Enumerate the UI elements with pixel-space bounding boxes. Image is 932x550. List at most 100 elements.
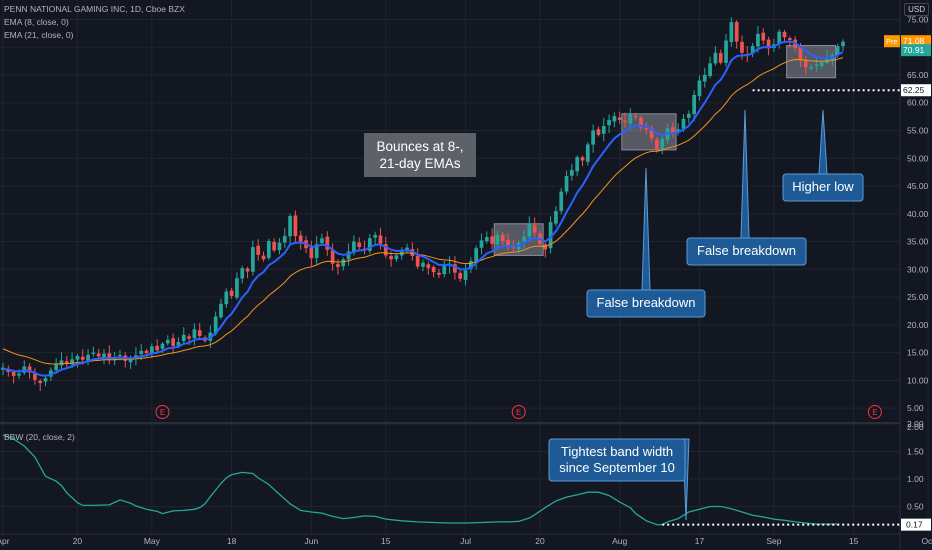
last-price-badge — [901, 44, 931, 57]
candle-body — [325, 236, 330, 250]
candle-body — [787, 38, 792, 40]
candle-body — [27, 366, 32, 373]
bbw-legend[interactable]: BBW (20, close, 2) — [4, 432, 75, 442]
candle-body — [341, 259, 346, 267]
price-tick-label: 15.00 — [907, 348, 929, 358]
candle-body — [777, 31, 782, 44]
price-tick-label: 50.00 — [907, 153, 929, 163]
candle-body — [718, 53, 723, 63]
callout-false-breakdown-1-text: False breakdown — [597, 295, 696, 310]
candle-body — [809, 66, 813, 69]
candle-body — [495, 234, 500, 245]
candle-body — [389, 255, 393, 260]
candle-body — [86, 354, 90, 361]
candle-body — [11, 372, 16, 376]
candle-body — [415, 255, 420, 267]
candle-body — [628, 114, 633, 124]
last-price-value: 70.91 — [903, 45, 925, 55]
candle-body — [750, 46, 755, 54]
candle-body — [835, 46, 840, 55]
candle-body — [272, 242, 276, 251]
candle-body — [181, 334, 186, 342]
candle-body — [224, 291, 229, 305]
candle-body — [681, 118, 686, 129]
candle-body — [373, 234, 378, 238]
candle-body — [708, 63, 712, 76]
pre-price-value: 71.08 — [903, 36, 925, 46]
candle-body — [702, 74, 707, 82]
candle-body — [261, 255, 266, 260]
candle-body — [437, 272, 441, 275]
time-axis: Apr20May18Jun15Jul20Aug17Sep15Oct19 — [0, 536, 932, 546]
currency-badge[interactable]: USD — [904, 3, 929, 16]
candle-body — [192, 329, 197, 339]
candle-body — [421, 262, 425, 267]
candle-body — [686, 113, 691, 118]
price-tick-label: 60.00 — [907, 98, 929, 108]
candle-body — [580, 157, 585, 161]
candle-body — [453, 264, 457, 273]
candle-body — [282, 235, 287, 243]
time-tick-label: 20 — [535, 536, 545, 546]
candle-body — [468, 260, 473, 269]
bounce-note-box — [364, 133, 476, 177]
ema8-legend[interactable]: EMA (8, close, 0) — [4, 17, 69, 27]
support-price-badge — [901, 84, 931, 97]
candle-body — [607, 119, 611, 126]
candle-body — [256, 245, 261, 255]
candle-body — [442, 265, 447, 275]
candle-body — [171, 338, 175, 346]
candle-body — [266, 240, 271, 259]
candle-body — [692, 94, 696, 115]
price-tick-label: 5.00 — [907, 403, 924, 413]
time-tick-label: May — [144, 536, 161, 546]
candle-body — [378, 235, 383, 244]
price-tick-label: 30.00 — [907, 264, 929, 274]
pre-tag-label: Pre — [886, 37, 898, 46]
candle-body — [320, 238, 324, 244]
price-tick-label: 35.00 — [907, 237, 929, 247]
pre-tag — [884, 35, 900, 48]
candle-body — [17, 373, 21, 376]
candle-body — [38, 380, 43, 384]
candle-body — [724, 40, 728, 63]
price-tick-label: 75.00 — [907, 14, 929, 24]
candle-body — [644, 127, 649, 130]
candle-body — [479, 240, 484, 248]
time-tick-label: Apr — [0, 536, 10, 546]
ema21-legend[interactable]: EMA (21, close, 0) — [4, 30, 74, 40]
callout-false-breakdown-1-box — [586, 289, 706, 318]
time-tick-label: Jun — [304, 536, 318, 546]
candle-body — [506, 239, 510, 246]
candle-body — [585, 144, 590, 162]
time-tick-label: Jul — [460, 536, 471, 546]
candle-body — [671, 127, 675, 133]
earnings-label: E — [160, 408, 165, 417]
time-tick-label: Oct — [921, 536, 932, 546]
time-tick-label: 18 — [227, 536, 237, 546]
candle-body — [383, 244, 388, 256]
callout-false-breakdown-2-text: False breakdown — [697, 243, 796, 258]
bounce-note: Bounces at 8-, 21-day EMAs — [364, 133, 476, 177]
callout-false-breakdown-1: False breakdown — [586, 167, 706, 318]
bbw-tick-label: 2.00 — [907, 419, 924, 429]
candle-body — [118, 354, 122, 356]
candle-body — [367, 238, 372, 251]
earnings-circle — [155, 405, 170, 419]
candle-body — [570, 169, 574, 176]
candle-body — [165, 339, 170, 344]
candle-body — [734, 22, 739, 42]
candle-body — [187, 336, 191, 339]
candle-body — [150, 346, 154, 354]
candle-body — [697, 80, 702, 97]
candle-body — [740, 41, 744, 53]
candle-body — [43, 378, 48, 382]
candle-body — [756, 33, 760, 47]
candle-body — [522, 236, 526, 242]
candle-body — [713, 52, 718, 64]
time-tick-label: Aug — [612, 536, 627, 546]
candle-body — [54, 364, 59, 371]
candle-body — [293, 215, 298, 236]
